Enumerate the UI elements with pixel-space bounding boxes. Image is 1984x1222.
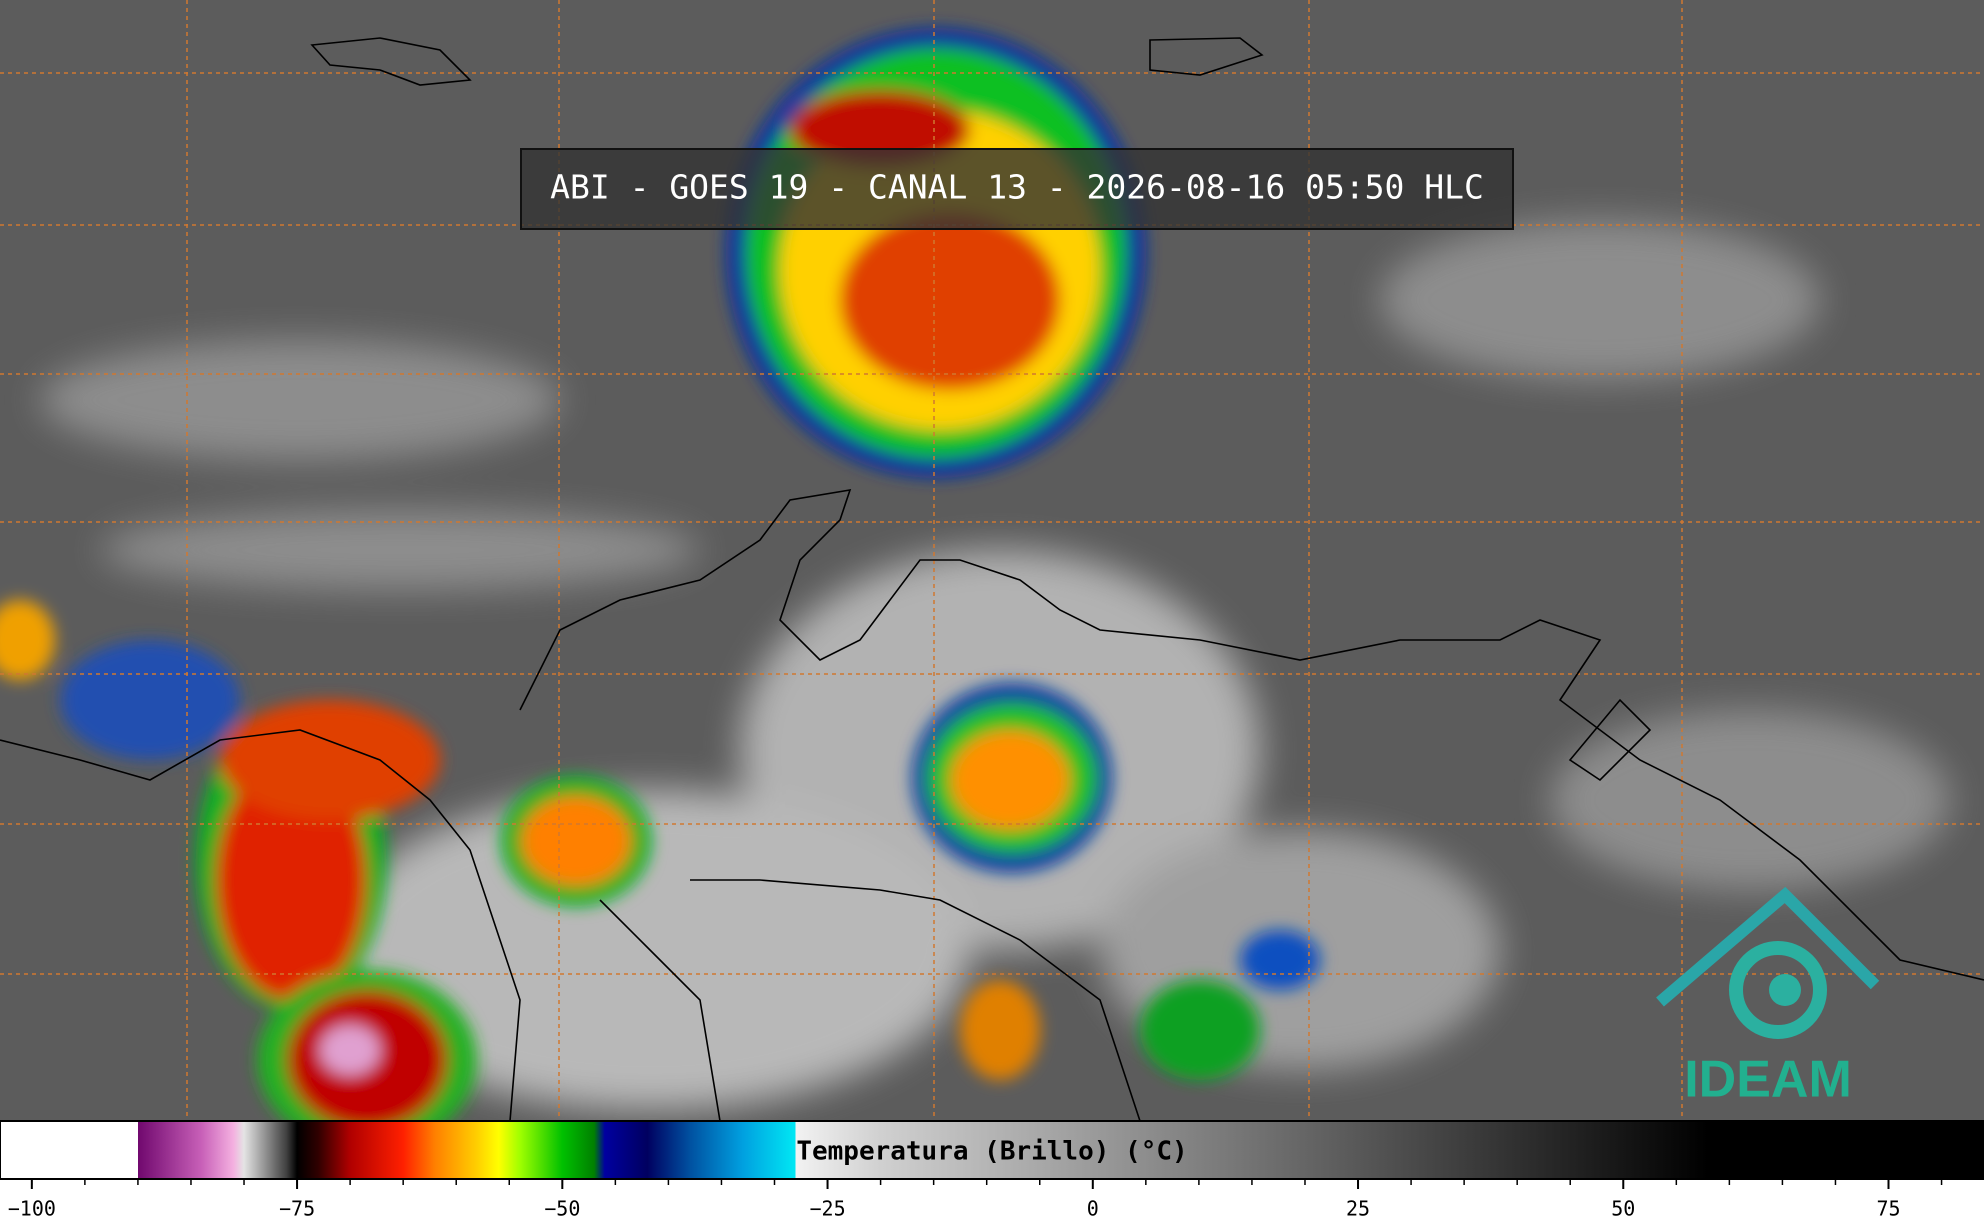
tick-label: −50 <box>544 1197 580 1221</box>
logo: IDEAM <box>1656 886 1880 1109</box>
tick-label: 25 <box>1346 1197 1370 1221</box>
tick-label: −75 <box>279 1197 315 1221</box>
tick-label: −100 <box>8 1197 56 1221</box>
colorbar: Temperatura (Brillo) (°C) <box>0 1120 1984 1180</box>
title-box: ABI - GOES 19 - CANAL 13 - 2026-08-16 05… <box>520 148 1514 230</box>
tick-label: 0 <box>1087 1197 1099 1221</box>
title: ABI - GOES 19 - CANAL 13 - 2026-08-16 05… <box>550 168 1484 207</box>
colorbar-gradient <box>0 1120 1984 1180</box>
logo-text: IDEAM <box>1684 1051 1852 1109</box>
tick-label: −25 <box>809 1197 845 1221</box>
tick-label: 75 <box>1876 1197 1900 1221</box>
tick-label: 50 <box>1611 1197 1635 1221</box>
colorbar-label: Temperatura (Brillo) (°C) <box>796 1137 1187 1167</box>
